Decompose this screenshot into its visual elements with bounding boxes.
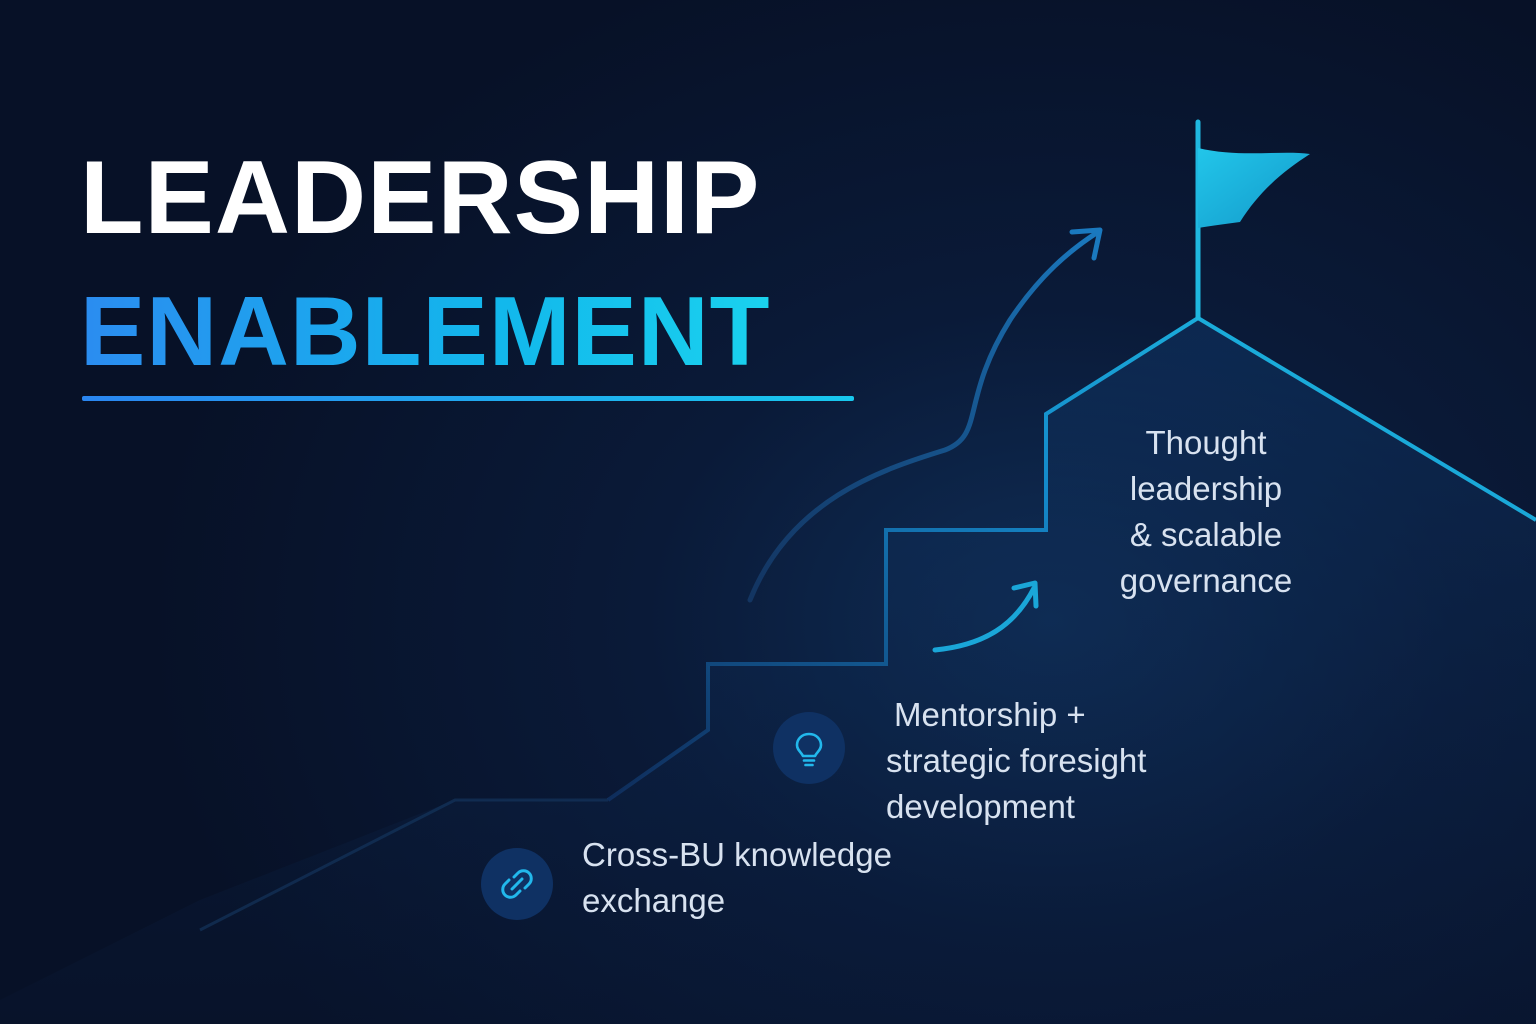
title-line-1: LEADERSHIP — [80, 140, 761, 256]
link-icon — [481, 848, 553, 920]
step-label-mentorship: Mentorship + strategic foresight develop… — [886, 692, 1146, 830]
step-label-line: Cross-BU knowledge — [582, 836, 892, 873]
step-label-line: & scalable — [1129, 516, 1283, 553]
mountain-ridge — [199, 798, 608, 932]
step-label-cross-bu: Cross-BU knowledge exchange — [582, 832, 892, 924]
step-label-line: strategic foresight — [886, 742, 1147, 779]
growth-curve-arrow — [747, 229, 1101, 603]
step-label-thought-leadership: Thought leadership & scalable governance — [1106, 420, 1306, 604]
staircase-line — [606, 315, 1536, 802]
flag-icon — [1195, 119, 1310, 321]
step-label-line: exchange — [582, 882, 726, 919]
lightbulb-icon — [773, 712, 845, 784]
small-curve-arrowhead — [1011, 580, 1039, 609]
step-label-line: leadership — [1129, 470, 1283, 507]
step-label-line: Mentorship + — [894, 696, 1086, 733]
growth-curve-arrowhead — [1069, 227, 1103, 261]
step-label-line: development — [886, 788, 1075, 825]
small-curve-arrow — [932, 585, 1037, 653]
step-label-line: governance — [1119, 562, 1293, 599]
step-label-line: Thought — [1145, 424, 1267, 461]
title-underline — [82, 396, 854, 401]
mountain-fill — [0, 318, 1536, 1024]
title-line-2: ENABLEMENT — [80, 276, 771, 386]
